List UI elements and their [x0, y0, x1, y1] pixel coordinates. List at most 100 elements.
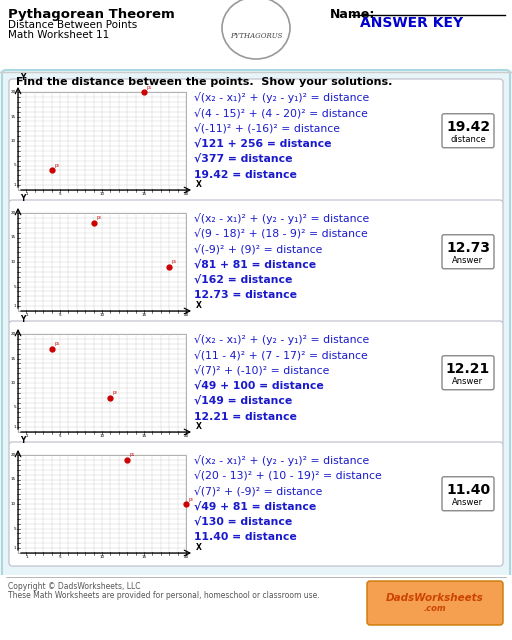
Text: √49 + 100 = distance: √49 + 100 = distance — [194, 381, 324, 390]
Text: 10: 10 — [99, 434, 104, 438]
FancyBboxPatch shape — [367, 581, 503, 625]
Text: 5: 5 — [13, 406, 16, 410]
Text: 15: 15 — [141, 555, 146, 559]
Text: √162 = distance: √162 = distance — [194, 275, 292, 285]
Text: √(20 - 13)² + (10 - 19)² = distance: √(20 - 13)² + (10 - 19)² = distance — [194, 470, 382, 481]
Text: √81 + 81 = distance: √81 + 81 = distance — [194, 259, 316, 269]
Text: √(4 - 15)² + (4 - 20)² = distance: √(4 - 15)² + (4 - 20)² = distance — [194, 108, 368, 118]
Text: 1: 1 — [25, 434, 28, 438]
FancyBboxPatch shape — [9, 321, 503, 445]
Text: √(x₂ - x₁)² + (y₂ - y₁)² = distance: √(x₂ - x₁)² + (y₂ - y₁)² = distance — [194, 92, 369, 103]
Text: X: X — [196, 301, 202, 310]
Text: 1: 1 — [25, 555, 28, 559]
Text: 12.73 = distance: 12.73 = distance — [194, 291, 297, 301]
Text: √49 + 81 = distance: √49 + 81 = distance — [194, 502, 316, 511]
Text: √(-11)² + (-16)² = distance: √(-11)² + (-16)² = distance — [194, 123, 340, 134]
Text: √(11 - 4)² + (7 - 17)² = distance: √(11 - 4)² + (7 - 17)² = distance — [194, 349, 368, 360]
Text: 5: 5 — [13, 163, 16, 168]
Text: 1: 1 — [25, 192, 28, 196]
Text: Answer: Answer — [453, 377, 483, 387]
Text: Copyright © DadsWorksheets, LLC: Copyright © DadsWorksheets, LLC — [8, 582, 140, 591]
Text: 10: 10 — [11, 381, 16, 385]
FancyBboxPatch shape — [18, 92, 186, 190]
FancyBboxPatch shape — [9, 79, 503, 203]
Text: DadsWorksheets: DadsWorksheets — [386, 593, 484, 603]
Text: √(x₂ - x₁)² + (y₂ - y₁)² = distance: √(x₂ - x₁)² + (y₂ - y₁)² = distance — [194, 455, 369, 466]
Text: 1: 1 — [13, 425, 16, 429]
Text: 10: 10 — [99, 192, 104, 196]
Text: 1: 1 — [13, 183, 16, 187]
Text: 20: 20 — [11, 453, 16, 457]
Text: 5: 5 — [13, 285, 16, 289]
Text: 5: 5 — [59, 434, 61, 438]
Text: √(x₂ - x₁)² + (y₂ - y₁)² = distance: √(x₂ - x₁)² + (y₂ - y₁)² = distance — [194, 213, 369, 224]
Text: 15: 15 — [141, 192, 146, 196]
Text: 20: 20 — [183, 434, 188, 438]
Text: X: X — [196, 543, 202, 552]
Text: Answer: Answer — [453, 499, 483, 508]
Text: p₁: p₁ — [172, 259, 177, 264]
Text: 15: 15 — [141, 434, 146, 438]
Text: p₁: p₁ — [146, 84, 152, 90]
Text: 15: 15 — [11, 477, 16, 481]
Text: .com: .com — [424, 604, 446, 613]
Text: Answer: Answer — [453, 256, 483, 265]
Text: distance: distance — [450, 135, 486, 144]
Text: 20: 20 — [11, 211, 16, 215]
FancyBboxPatch shape — [18, 334, 186, 432]
Text: X: X — [196, 180, 202, 189]
FancyBboxPatch shape — [442, 235, 494, 269]
Text: p₂: p₂ — [96, 215, 101, 220]
Text: Y: Y — [20, 315, 26, 324]
Text: 1: 1 — [13, 546, 16, 550]
Text: PYTHAGORUS: PYTHAGORUS — [230, 32, 282, 40]
Text: 1: 1 — [13, 304, 16, 308]
Text: 15: 15 — [141, 313, 146, 317]
Text: p₁: p₁ — [54, 341, 59, 346]
FancyBboxPatch shape — [442, 356, 494, 390]
Text: 20: 20 — [11, 90, 16, 94]
Text: √149 = distance: √149 = distance — [194, 396, 292, 406]
Text: 11.40: 11.40 — [446, 483, 490, 497]
Text: 12.73: 12.73 — [446, 241, 490, 255]
FancyBboxPatch shape — [0, 0, 512, 70]
Text: Pythagorean Theorem: Pythagorean Theorem — [8, 8, 175, 21]
FancyBboxPatch shape — [442, 477, 494, 511]
FancyBboxPatch shape — [9, 200, 503, 324]
FancyBboxPatch shape — [442, 114, 494, 148]
Text: 19.42 = distance: 19.42 = distance — [194, 170, 297, 179]
Text: 12.21 = distance: 12.21 = distance — [194, 412, 297, 422]
Text: 10: 10 — [11, 139, 16, 143]
Text: Distance Between Points: Distance Between Points — [8, 20, 137, 30]
Text: 5: 5 — [59, 192, 61, 196]
Text: These Math Worksheets are provided for personal, homeschool or classroom use.: These Math Worksheets are provided for p… — [8, 591, 319, 600]
Text: p₂: p₂ — [54, 163, 59, 168]
Text: Y: Y — [20, 436, 26, 445]
Text: 20: 20 — [11, 332, 16, 336]
Text: √121 + 256 = distance: √121 + 256 = distance — [194, 138, 331, 148]
Text: 15: 15 — [11, 236, 16, 239]
Text: 10: 10 — [11, 502, 16, 506]
Text: 5: 5 — [59, 555, 61, 559]
Text: 15: 15 — [11, 115, 16, 118]
FancyBboxPatch shape — [0, 575, 512, 640]
Text: √(9 - 18)² + (18 - 9)² = distance: √(9 - 18)² + (18 - 9)² = distance — [194, 228, 368, 239]
Text: √(-9)² + (9)² = distance: √(-9)² + (9)² = distance — [194, 244, 323, 255]
Text: 5: 5 — [13, 527, 16, 531]
Text: 19.42: 19.42 — [446, 120, 490, 134]
Text: Find the distance between the points.  Show your solutions.: Find the distance between the points. Sh… — [16, 77, 392, 87]
Text: Name:: Name: — [330, 8, 375, 21]
Text: p₂: p₂ — [188, 497, 194, 502]
Text: X: X — [196, 422, 202, 431]
Text: p₁: p₁ — [130, 452, 135, 458]
Text: √130 = distance: √130 = distance — [194, 517, 292, 527]
Text: 15: 15 — [11, 356, 16, 360]
Text: p₂: p₂ — [113, 390, 118, 395]
Text: Y: Y — [20, 73, 26, 82]
Text: 11.40 = distance: 11.40 = distance — [194, 532, 297, 543]
Text: 20: 20 — [183, 555, 188, 559]
Text: 1: 1 — [25, 313, 28, 317]
FancyBboxPatch shape — [18, 213, 186, 311]
Text: Math Worksheet 11: Math Worksheet 11 — [8, 30, 109, 40]
FancyBboxPatch shape — [2, 70, 510, 582]
